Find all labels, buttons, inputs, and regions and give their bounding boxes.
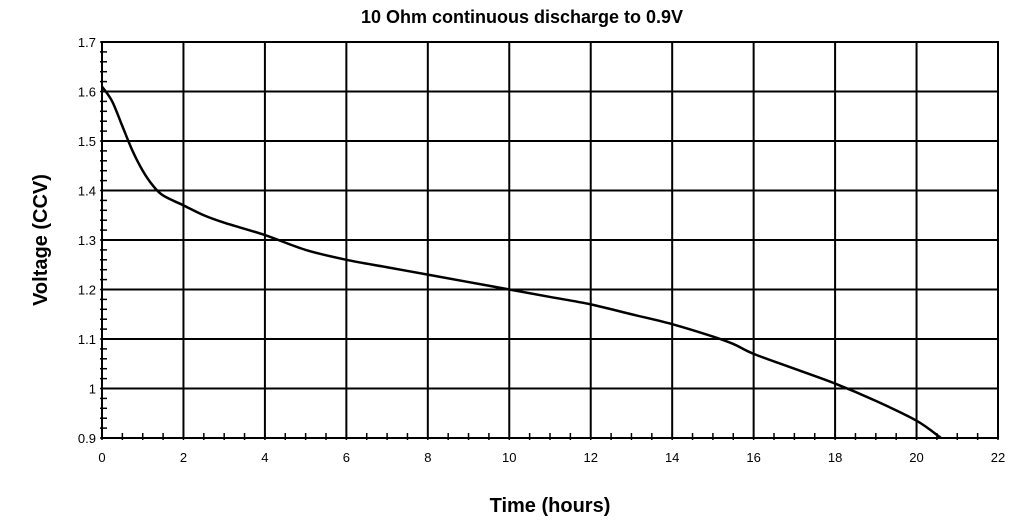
discharge-curve [100,85,942,440]
x-tick-label: 2 [180,450,187,465]
y-tick-label: 1.2 [78,283,96,298]
x-tick-label: 20 [909,450,923,465]
ticks: 0 2 4 6 8 10 12 14 16 18 20 22 0.9 1 1.1 1.2 1.3 1.4 1.5 1.… [78,35,1005,465]
y-axis-label: Voltage (CCV) [30,174,52,306]
x-tick-label: 12 [583,450,597,465]
y-tick-label: 1.4 [78,184,96,199]
chart-title: 10 Ohm continuous discharge to 0.9V [361,7,683,27]
grid [101,41,999,439]
y-tick-label: 1.1 [78,332,96,347]
x-tick-label: 22 [991,450,1005,465]
x-tick-label: 6 [343,450,350,465]
x-tick-label: 4 [261,450,268,465]
x-tick-label: 10 [502,450,516,465]
y-tick-label: 1.7 [78,35,96,50]
x-tick-label: 16 [746,450,760,465]
y-tick-label: 1 [89,382,96,397]
x-tick-label: 0 [98,450,105,465]
x-tick-label: 8 [424,450,431,465]
x-tick-label: 18 [828,450,842,465]
y-tick-label: 1.5 [78,134,96,149]
series-layer [100,85,942,440]
y-tick-label: 1.3 [78,233,96,248]
y-tick-label: 1.6 [78,85,96,100]
x-axis-label: Time (hours) [490,495,611,517]
x-tick-label: 14 [665,450,679,465]
y-tick-label: 0.9 [78,431,96,446]
